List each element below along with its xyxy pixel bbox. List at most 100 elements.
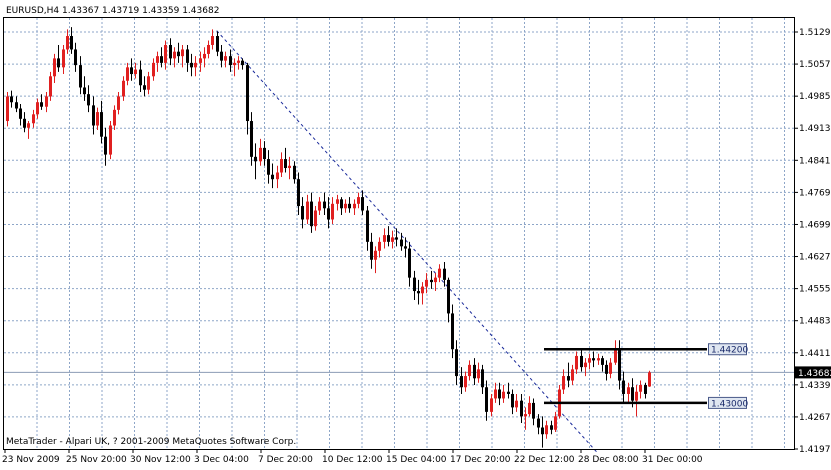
candle-body xyxy=(635,391,638,401)
candle-body xyxy=(366,210,369,242)
candle xyxy=(271,163,274,189)
candle-body xyxy=(250,121,253,157)
candle-body xyxy=(395,237,398,240)
candle xyxy=(331,197,334,224)
candle xyxy=(340,197,343,215)
candle-body xyxy=(473,364,476,379)
candle-body xyxy=(164,44,167,63)
candle-body xyxy=(404,246,407,249)
candle xyxy=(224,51,227,68)
candle xyxy=(353,199,356,215)
candle-body xyxy=(177,51,180,57)
candle-body xyxy=(173,51,176,59)
candle-body xyxy=(293,165,296,180)
level-label-box xyxy=(708,396,747,409)
time-tick-label: 17 Dec 20:00 xyxy=(450,455,511,465)
candle-body xyxy=(74,49,77,66)
candle xyxy=(70,27,73,54)
candle xyxy=(532,398,535,426)
candle-body xyxy=(207,44,210,54)
candle xyxy=(336,194,339,211)
candle-body xyxy=(378,241,381,251)
candle xyxy=(241,58,244,70)
grid xyxy=(4,18,794,449)
candle xyxy=(259,138,262,166)
candle xyxy=(53,53,56,84)
time-tick-label: 25 Nov 20:00 xyxy=(66,455,127,465)
candle xyxy=(36,98,39,119)
candle xyxy=(237,56,240,70)
candle-body xyxy=(408,248,411,278)
candle-body xyxy=(357,197,360,204)
trendline-layer xyxy=(216,30,599,454)
candle-body xyxy=(400,239,403,247)
level-label: 1.43000 xyxy=(711,399,748,409)
price-tick-label: 1.49130 xyxy=(799,124,831,134)
candle-body xyxy=(143,85,146,90)
candle-body xyxy=(130,67,133,75)
candle-body xyxy=(310,201,313,227)
candle-body xyxy=(374,250,377,260)
candle-body xyxy=(254,156,257,162)
candle xyxy=(164,40,167,70)
candle xyxy=(280,152,283,177)
candle xyxy=(250,112,253,166)
candle-body xyxy=(477,369,480,379)
candle xyxy=(370,232,373,269)
candle-body xyxy=(40,102,43,107)
candle-body xyxy=(460,376,463,388)
candle xyxy=(571,364,574,386)
price-axis[interactable]: 1.51290 1.50570 1.49850 1.49130 1.48410 1.476… xyxy=(794,28,831,455)
price-tick-label: 1.48410 xyxy=(799,156,831,166)
candle xyxy=(297,172,300,215)
candle-body xyxy=(83,87,86,95)
candle xyxy=(220,44,223,68)
candle xyxy=(190,53,193,77)
candle xyxy=(447,277,450,323)
candle xyxy=(408,241,411,287)
candle-body xyxy=(246,65,249,122)
candle xyxy=(203,47,206,68)
candle xyxy=(207,40,210,59)
trendline[interactable] xyxy=(216,30,599,454)
candle-body xyxy=(160,56,163,63)
candle-body xyxy=(327,208,330,220)
candle xyxy=(580,349,583,372)
candle-body xyxy=(601,358,604,365)
candle xyxy=(216,31,219,57)
candle-body xyxy=(169,44,172,59)
candle xyxy=(635,385,638,417)
time-tick-label: 10 Dec 12:00 xyxy=(322,455,383,465)
candle-body xyxy=(220,51,223,61)
horizontal-levels[interactable]: 1.44200 1.43000 xyxy=(544,343,748,410)
candle-body xyxy=(639,385,642,392)
candle xyxy=(143,76,146,97)
time-tick-label: 15 Dec 04:00 xyxy=(386,455,447,465)
candle-body xyxy=(370,241,373,260)
price-tick-label: 1.49850 xyxy=(799,92,831,102)
candle xyxy=(23,112,26,133)
candle xyxy=(490,393,493,417)
candle-body xyxy=(511,393,514,408)
candle-body xyxy=(597,358,600,361)
candle-body xyxy=(297,179,300,207)
time-axis[interactable]: 23 Nov 2009 25 Nov 20:00 30 Nov 12:00 3 Dec… xyxy=(2,449,703,465)
candle-body xyxy=(528,402,531,415)
candle xyxy=(464,371,467,392)
candle xyxy=(293,161,296,184)
candle xyxy=(186,44,189,72)
candle-body xyxy=(541,427,544,435)
candle xyxy=(126,62,129,86)
candle xyxy=(622,371,625,403)
candle xyxy=(104,127,107,166)
candle-body xyxy=(6,96,9,122)
candle xyxy=(45,91,48,113)
candle xyxy=(113,105,116,130)
candle xyxy=(413,270,416,301)
candle-body xyxy=(301,206,304,220)
candle xyxy=(361,190,364,215)
candle xyxy=(627,382,630,403)
candle xyxy=(348,197,351,213)
